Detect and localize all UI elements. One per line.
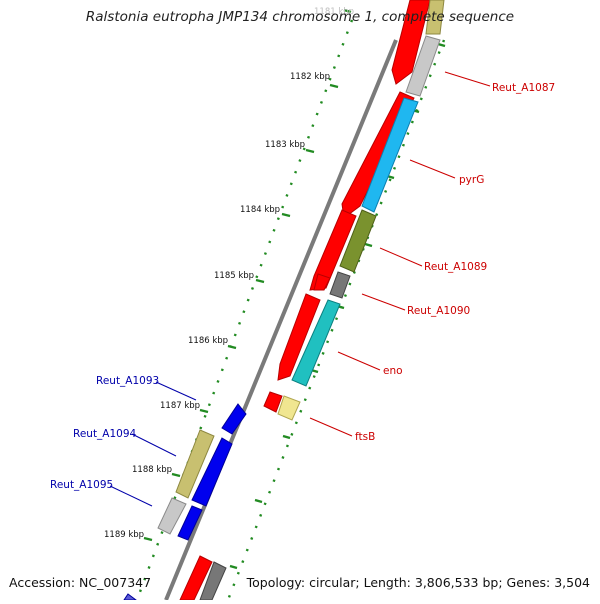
cds-block-bottom-left <box>123 593 138 601</box>
tick-label-1186: 1186 kbp <box>188 336 228 346</box>
gene-label-reut-a1095[interactable]: Reut_A1095 <box>50 479 113 491</box>
tick-label-1185: 1185 kbp <box>214 271 254 281</box>
feature-teal-eno <box>291 299 341 387</box>
feature-khaki-top <box>425 0 445 35</box>
minor-tick <box>254 498 263 504</box>
tick-mark-1187 <box>199 408 209 414</box>
leader-reut-a1095 <box>109 485 153 507</box>
feature-olive-reut-a1089 <box>339 209 377 273</box>
gene-label-reut-a1089[interactable]: Reut_A1089 <box>424 261 487 273</box>
leader-pyrG <box>409 159 456 179</box>
cds-block-top <box>391 0 431 85</box>
forward-cds-group <box>179 0 431 601</box>
cds-block-reut-a1090 <box>313 273 331 291</box>
minor-tick <box>364 242 373 248</box>
minor-tick <box>282 434 291 440</box>
tick-mark-1189 <box>143 536 153 542</box>
genome-backbone <box>164 39 398 601</box>
minor-tick <box>437 42 446 48</box>
leader-ftsB <box>309 417 353 437</box>
gene-label-reut-a1087[interactable]: Reut_A1087 <box>492 82 555 94</box>
sequence-summary: Topology: circular; Length: 3,806,533 bp… <box>246 575 590 590</box>
cds-block-reut-a1095 <box>177 505 203 541</box>
cds-block-ftsB <box>263 391 283 413</box>
feature-gray-reut-a1090 <box>329 271 351 299</box>
feature-khaki-reut-a1094 <box>175 429 215 499</box>
gene-label-reut-a1093[interactable]: Reut_A1093 <box>96 375 159 387</box>
accession-label: Accession: NC_007347 <box>9 575 152 590</box>
reverse-cds-group <box>123 403 247 601</box>
leader-reut-a1090 <box>361 293 406 311</box>
cds-block-reut-a1093 <box>221 403 247 435</box>
leader-eno <box>337 351 381 371</box>
label-leaders-forward <box>309 71 491 437</box>
leader-reut-a1093 <box>155 381 197 401</box>
feature-gray-reut-a1095 <box>157 497 187 535</box>
tick-label-1182: 1182 kbp <box>290 72 330 82</box>
tick-mark-1183 <box>305 148 315 154</box>
scale-tick-marks <box>143 8 352 542</box>
tick-mark-1181 <box>343 8 352 14</box>
tick-mark-1185 <box>255 278 265 284</box>
gene-label-pyrG[interactable]: pyrG <box>459 174 484 186</box>
gene-label-ftsB[interactable]: ftsB <box>355 431 375 443</box>
leader-reut-a1087 <box>444 71 491 87</box>
tick-mark-1182 <box>329 83 339 89</box>
scale-dots-inner <box>226 39 446 601</box>
feature-yellow-ftsB <box>277 395 301 421</box>
leader-reut-a1094 <box>131 433 177 457</box>
forward-feature-track <box>199 0 445 601</box>
tick-mark-1184 <box>281 212 291 218</box>
leader-reut-a1089 <box>379 247 423 267</box>
feature-gray-top <box>405 35 441 97</box>
tick-label-1187: 1187 kbp <box>160 401 200 411</box>
tick-label-1188: 1188 kbp <box>132 465 172 475</box>
tick-label-1181: 1181 kbp <box>314 7 354 17</box>
feature-cyan-pyrG <box>361 97 419 213</box>
tick-mark-1186 <box>227 344 237 350</box>
label-leaders-reverse <box>109 381 197 507</box>
gene-label-reut-a1090[interactable]: Reut_A1090 <box>407 305 470 317</box>
tick-label-1189: 1189 kbp <box>104 530 144 540</box>
tick-mark-1188 <box>171 472 181 478</box>
reverse-feature-track <box>157 429 215 535</box>
cds-block-reut-a1094 <box>191 437 233 507</box>
tick-label-1183: 1183 kbp <box>265 140 305 150</box>
cds-block-eno <box>277 293 321 381</box>
minor-tick <box>229 564 238 570</box>
page-title: Ralstonia eutropha JMP134 chromosome 1, … <box>85 9 515 25</box>
gene-label-eno[interactable]: eno <box>383 365 403 377</box>
gene-label-reut-a1094[interactable]: Reut_A1094 <box>73 428 137 440</box>
tick-label-1184: 1184 kbp <box>240 205 280 215</box>
